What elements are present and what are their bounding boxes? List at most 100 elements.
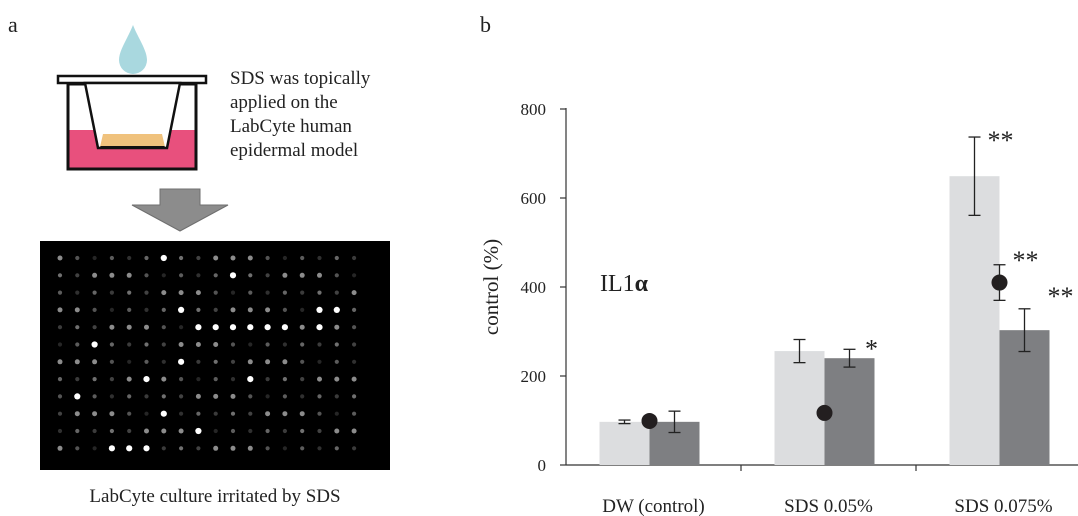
array-spot [317, 290, 322, 295]
array-spot [230, 377, 236, 382]
array-spot [161, 376, 167, 382]
treatment-description: SDS was topically applied on the LabCyte… [230, 67, 370, 163]
array-spot [75, 273, 80, 278]
array-spot [282, 255, 287, 261]
array-spot [178, 428, 184, 434]
array-spot [179, 394, 184, 399]
y-tick-label: 0 [538, 456, 547, 475]
array-spot [352, 255, 357, 261]
array-spot [300, 359, 305, 364]
description-line-2: applied on the [230, 92, 338, 113]
array-spot [300, 446, 305, 451]
array-spot [352, 325, 357, 330]
array-spot [265, 359, 271, 365]
bar [999, 330, 1050, 465]
array-spot [127, 307, 132, 312]
array-spot [247, 324, 254, 331]
array-spot [316, 324, 323, 331]
array-spot [195, 290, 201, 296]
array-spot [144, 428, 149, 434]
array-spot [334, 342, 339, 347]
array-spot [161, 446, 166, 451]
array-spot [144, 359, 149, 364]
array-spot [247, 255, 253, 261]
array-spot [317, 428, 322, 434]
array-spot [74, 411, 80, 417]
bar [774, 351, 825, 465]
array-spot [264, 324, 271, 331]
array-spot [229, 324, 237, 331]
array-spot [352, 394, 357, 399]
array-spot [213, 307, 218, 312]
array-spot [334, 273, 339, 278]
array-spot [317, 376, 322, 382]
array-spot [282, 394, 287, 399]
array-spot [144, 411, 149, 416]
description-line-4: epidermal model [230, 140, 359, 161]
array-spot [334, 376, 340, 382]
bar [824, 358, 875, 465]
array-spot [265, 307, 271, 313]
array-spot [317, 359, 322, 364]
description-line-3: LabCyte human [230, 116, 352, 137]
array-spot [317, 342, 322, 347]
array-spot [248, 428, 253, 434]
array-spot [109, 359, 114, 364]
error-bar [993, 264, 1006, 302]
array-spot [161, 394, 166, 399]
array-spot [195, 393, 201, 399]
array-spot [248, 394, 253, 399]
array-spot [179, 411, 184, 416]
array-spot [92, 446, 97, 451]
array-spot [299, 324, 305, 330]
description-line-1: SDS was topically [230, 68, 371, 89]
array-spot [317, 411, 322, 416]
error-bar [793, 338, 806, 364]
array-spot [248, 342, 253, 347]
array-spot [126, 376, 132, 382]
array-spot [352, 411, 357, 416]
data-point [816, 404, 833, 421]
array-spot [109, 255, 114, 261]
array-spot [57, 325, 63, 330]
y-axis-label: control (%) [479, 239, 503, 335]
array-spot [265, 411, 271, 417]
array-spot [160, 410, 167, 417]
array-spot [57, 342, 63, 347]
array-spot [334, 324, 340, 330]
array-spot [265, 428, 270, 434]
array-spot [75, 446, 80, 451]
array-spot [57, 290, 63, 295]
il1a-annotation: IL1α [600, 271, 649, 297]
significance-mark: ** [988, 126, 1014, 155]
array-spot [195, 324, 202, 331]
array-spot [281, 324, 288, 331]
array-spot [196, 411, 201, 416]
error-bar [1018, 308, 1031, 353]
array-spot [126, 445, 133, 452]
array-spot [109, 428, 114, 434]
array-spot [352, 273, 357, 278]
array-spot [265, 446, 270, 451]
array-spot [300, 428, 305, 434]
array-spot [92, 359, 98, 365]
array-spot [265, 290, 270, 295]
significance-mark: ** [1013, 246, 1039, 275]
array-spot [178, 342, 184, 347]
array-spot [178, 358, 185, 365]
array-spot [230, 255, 236, 261]
culture-insert-diagram [56, 74, 208, 171]
array-spot [213, 290, 218, 295]
array-spot [334, 446, 339, 451]
array-spot [161, 428, 167, 434]
array-spot [196, 255, 201, 261]
array-spot [333, 306, 340, 313]
array-spot [247, 445, 253, 451]
y-tick-label: 200 [521, 367, 547, 386]
array-spot [75, 428, 80, 434]
y-tick-label: 800 [521, 100, 547, 119]
array-spot [74, 359, 80, 365]
array-spot [57, 359, 63, 365]
array-spot [127, 255, 132, 261]
